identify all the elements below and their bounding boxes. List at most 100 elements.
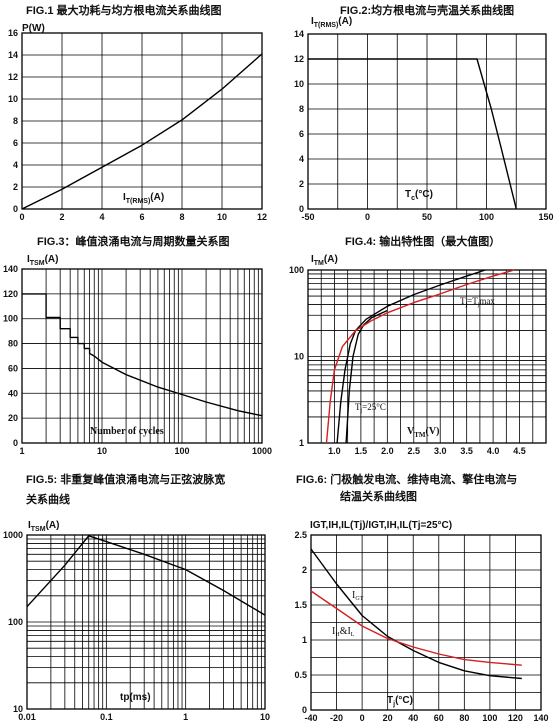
x-tick-label: 120 [508,713,523,723]
fig4-annotation-tjmax: Tj=Tjmax [460,296,495,308]
series-line-1 [21,53,263,210]
fig4-annot1-bg [354,401,390,412]
x-tick-label: 0.1 [100,712,113,722]
x-tick-label: 1.0 [328,446,341,456]
plot-frame [21,32,263,210]
x-tick-label: 1 [183,712,188,722]
fig1-chart: FIG.1 最大功耗与均方根电流关系曲线图 P(W) IT(RMS)(A) 0 2… [8,3,267,222]
fig2-ylabel: IT(RMS)(A) [311,16,352,29]
fig2-xlabel: Tc(°C) [405,189,433,202]
x-tick-label: 2.5 [408,446,421,456]
y-tick-label: 10 [294,352,304,362]
fig5-title-line1: FIG.5: 非重复峰值浪涌电流与正弦波脉宽 [26,472,225,486]
series-line-1 [26,535,266,616]
y-tick-label: 0 [299,204,304,214]
y-tick-label: 40 [8,388,18,398]
x-tick-label: 10 [217,212,227,222]
y-tick-label: 1 [299,438,304,448]
fig3-title: FIG.3：峰值浪涌电流与周期数量关系图 [37,234,230,248]
y-tick-label: 12 [8,72,18,82]
y-tick-label: 10 [13,704,23,714]
y-tick-label: 14 [8,50,18,60]
y-tick-label: 100 [8,617,23,627]
x-tick-label: 4.5 [513,446,526,456]
series-line-3 [325,269,515,444]
y-tick-label: 100 [289,265,304,275]
fig2-chart: FIG.2:均方根电流与壳温关系曲线图 IT(RMS)(A) Tc(°C) -5… [294,3,554,222]
fig4-title: FIG.4: 输出特性图（最大值图） [345,234,500,248]
plot-frame [307,33,547,210]
x-tick-label: 0 [19,212,24,222]
y-tick-label: 4 [13,160,18,170]
plot-frame [307,269,547,444]
fig5-xlabel: tp(ms) [120,692,151,703]
y-tick-label: 14 [294,29,304,39]
x-tick-label: 2.0 [381,446,394,456]
y-tick-label: 60 [8,363,18,373]
y-tick-label: 4 [299,154,304,164]
fig5-title-line2: 关系曲线 [26,492,70,506]
y-tick-label: 8 [13,116,18,126]
fig6-annotation-ih-il: IH&IL [332,626,355,638]
series-line-1 [336,269,486,444]
x-tick-label: 40 [408,713,418,723]
x-tick-label: 10 [97,446,107,456]
y-tick-label: 100 [3,314,18,324]
y-tick-label: 2 [13,182,18,192]
fig3-xlabel: Number of cycles [90,426,164,437]
y-tick-label: 10 [8,94,18,104]
fig4-ylabel: ITM(A) [311,254,338,267]
fig6-annotation-igt: IGT [352,590,364,602]
fig4-chart: FIG.4: 输出特性图（最大值图） ITM(A) VTM(V) Tj=25°C… [289,234,547,456]
y-tick-label: 16 [8,28,18,38]
x-tick-label: 80 [459,713,469,723]
y-tick-label: 12 [294,54,304,64]
fig6-title-line2: 结温关系曲线图 [339,489,417,503]
y-tick-label: 20 [8,413,18,423]
x-tick-label: 2 [59,212,64,222]
y-tick-label: 80 [8,339,18,349]
x-tick-label: 1 [19,446,24,456]
series-line-2 [310,590,522,666]
y-tick-label: 140 [3,264,18,274]
x-tick-label: 0 [360,713,365,723]
plot-frame [21,268,263,444]
y-tick-label: 2.5 [294,530,307,540]
fig3-ylabel: ITSM(A) [27,254,58,267]
fig6-chart: FIG.6: 门极触发电流、维持电流、擎住电流与 结温关系曲线图 IGT,IH,… [294,472,548,723]
x-tick-label: 100 [482,713,497,723]
y-tick-label: 10 [294,79,304,89]
y-tick-label: 1 [302,635,307,645]
y-tick-label: 0.5 [294,670,307,680]
plot-frame [26,534,266,710]
x-tick-label: 50 [422,212,432,222]
x-tick-label: 3.0 [434,446,447,456]
y-tick-label: 1.5 [294,600,307,610]
x-tick-label: 140 [533,713,548,723]
fig4-xlabel: VTM(V) [407,426,439,439]
fig5-ylabel: ITSM(A) [28,520,59,533]
series-line-2 [345,309,388,444]
fig5-chart: FIG.5: 非重复峰值浪涌电流与正弦波脉宽 关系曲线 ITSM(A) tp(m… [3,472,270,722]
fig1-ylabel: P(W) [22,23,45,34]
series-line-1 [308,58,517,210]
y-tick-label: 2 [299,179,304,189]
y-tick-label: 6 [299,129,304,139]
fig6-xlabel: Tj(°C) [387,695,413,708]
fig3-xlabel-bg [88,424,180,436]
x-tick-label: 150 [538,212,553,222]
x-tick-label: -50 [301,212,314,222]
fig6-title-line1: FIG.6: 门极触发电流、维持电流、擎住电流与 [296,472,517,486]
y-tick-label: 8 [299,104,304,114]
y-tick-label: 120 [3,289,18,299]
x-tick-label: 8 [179,212,184,222]
x-tick-label: 6 [139,212,144,222]
y-tick-label: 0 [302,705,307,715]
series-line-1 [310,548,522,680]
x-tick-label: 100 [479,212,494,222]
x-tick-label: 4 [99,212,104,222]
x-tick-label: 20 [383,713,393,723]
y-tick-label: 0 [13,204,18,214]
y-tick-label: 2 [302,565,307,575]
